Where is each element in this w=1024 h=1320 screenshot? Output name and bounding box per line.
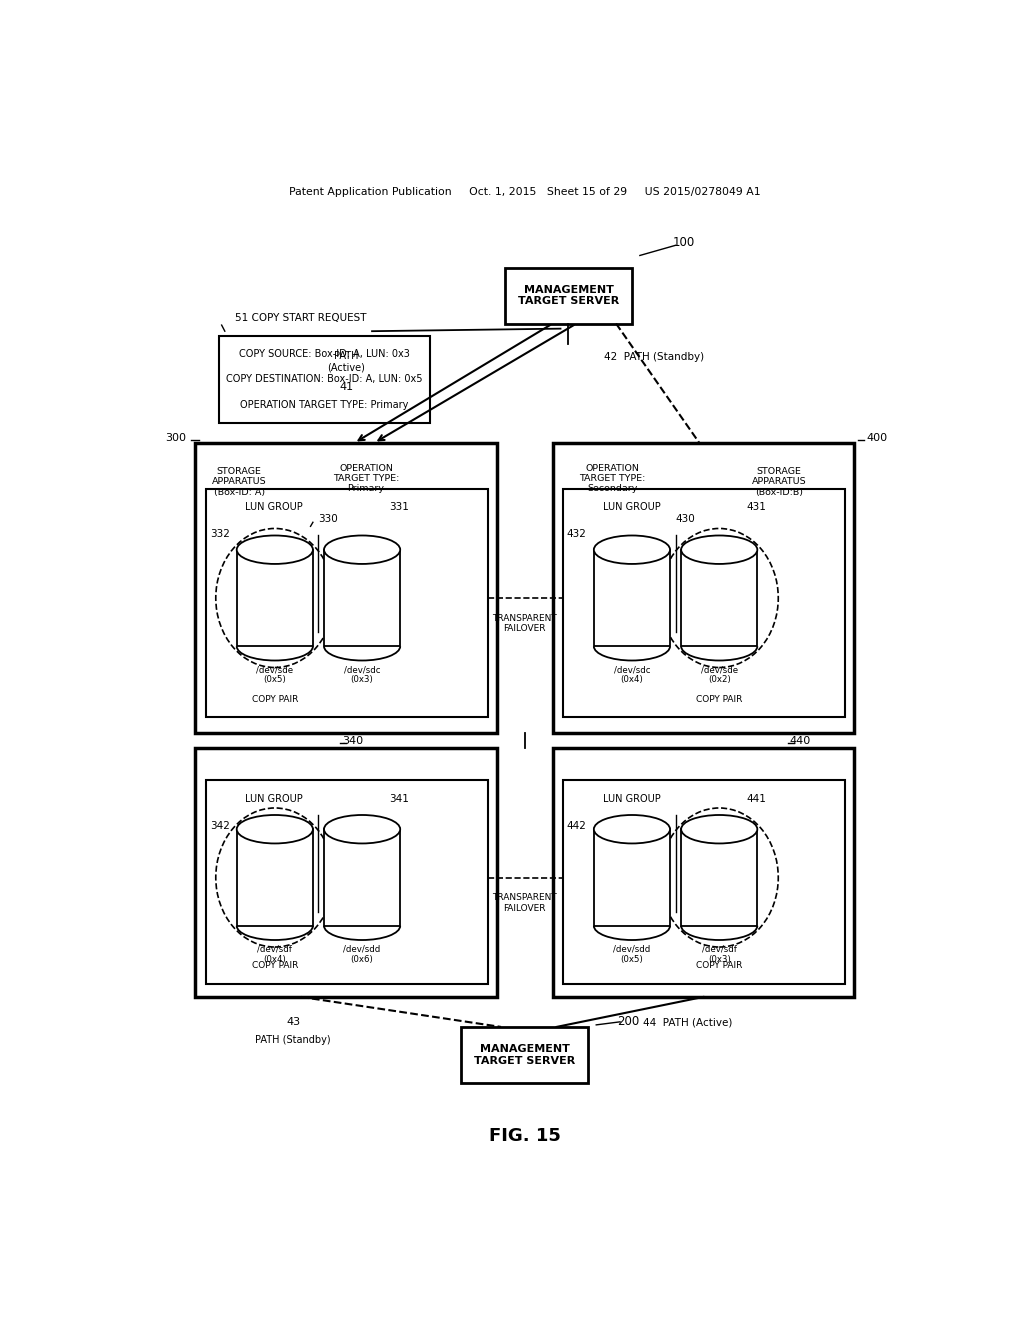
Text: /dev/sdf
(0x3): /dev/sdf (0x3) [701, 945, 736, 964]
Text: /dev/sdf
(0x4): /dev/sdf (0x4) [257, 945, 292, 964]
Bar [563, 488, 845, 718]
Text: /dev/sdd
(0x5): /dev/sdd (0x5) [613, 945, 650, 964]
Bar [196, 748, 497, 997]
Text: MANAGEMENT
TARGET SERVER: MANAGEMENT TARGET SERVER [474, 1044, 575, 1065]
FancyBboxPatch shape [681, 829, 758, 925]
Text: OPERATION
TARGET TYPE:
Secondary: OPERATION TARGET TYPE: Secondary [579, 463, 645, 494]
Bar [461, 1027, 588, 1082]
Text: 41: 41 [339, 381, 353, 392]
FancyBboxPatch shape [324, 549, 400, 647]
Text: 42  PATH (Standby): 42 PATH (Standby) [604, 351, 705, 362]
FancyBboxPatch shape [681, 549, 758, 647]
FancyBboxPatch shape [237, 549, 313, 647]
Text: /dev/sde
(0x2): /dev/sde (0x2) [700, 665, 738, 685]
Text: MANAGEMENT
TARGET SERVER: MANAGEMENT TARGET SERVER [518, 285, 620, 306]
Text: /dev/sdc
(0x3): /dev/sdc (0x3) [344, 665, 380, 685]
Text: LUN GROUP: LUN GROUP [246, 502, 303, 512]
Text: TRANSPARENT
FAILOVER: TRANSPARENT FAILOVER [493, 614, 557, 634]
Ellipse shape [681, 536, 758, 564]
Text: 300: 300 [165, 433, 186, 444]
Text: TRANSPARENT
FAILOVER: TRANSPARENT FAILOVER [493, 894, 557, 912]
Bar [219, 337, 430, 422]
Ellipse shape [594, 536, 670, 564]
Ellipse shape [681, 814, 758, 843]
FancyBboxPatch shape [324, 829, 400, 925]
Text: /dev/sdc
(0x4): /dev/sdc (0x4) [613, 665, 650, 685]
Bar [196, 444, 497, 733]
Text: COPY DESTINATION: Box-ID: A, LUN: 0x5: COPY DESTINATION: Box-ID: A, LUN: 0x5 [226, 375, 423, 384]
Bar [505, 268, 632, 323]
Text: STORAGE
APPARATUS
(Box-ID:B): STORAGE APPARATUS (Box-ID:B) [752, 467, 806, 496]
Text: 441: 441 [746, 793, 766, 804]
FancyBboxPatch shape [594, 549, 670, 647]
Text: 342: 342 [210, 821, 229, 832]
Text: 400: 400 [866, 433, 887, 444]
Ellipse shape [324, 814, 400, 843]
Text: 430: 430 [676, 515, 695, 524]
Text: 440: 440 [790, 735, 810, 746]
Text: 442: 442 [567, 821, 587, 832]
Ellipse shape [324, 536, 400, 564]
Text: 340: 340 [342, 735, 362, 746]
Text: LUN GROUP: LUN GROUP [246, 793, 303, 804]
Text: /dev/sdd
(0x6): /dev/sdd (0x6) [343, 945, 381, 964]
Text: COPY PAIR: COPY PAIR [252, 694, 298, 704]
Text: FIG. 15: FIG. 15 [488, 1127, 561, 1146]
Text: 43: 43 [286, 1018, 300, 1027]
Bar [553, 748, 854, 997]
Ellipse shape [594, 814, 670, 843]
Text: 431: 431 [746, 502, 766, 512]
Text: STORAGE
APPARATUS
(Box-ID: A): STORAGE APPARATUS (Box-ID: A) [212, 467, 266, 496]
Text: COPY PAIR: COPY PAIR [252, 961, 298, 970]
Ellipse shape [237, 814, 313, 843]
Bar [206, 488, 487, 718]
Text: 51 COPY START REQUEST: 51 COPY START REQUEST [236, 313, 367, 323]
Text: PATH
(Active): PATH (Active) [328, 351, 366, 372]
Text: 331: 331 [389, 502, 409, 512]
Bar [206, 780, 487, 983]
Text: LUN GROUP: LUN GROUP [602, 793, 660, 804]
Text: Patent Application Publication     Oct. 1, 2015   Sheet 15 of 29     US 2015/027: Patent Application Publication Oct. 1, 2… [289, 187, 761, 197]
Text: 341: 341 [389, 793, 409, 804]
Text: 330: 330 [318, 515, 338, 524]
Bar [553, 444, 854, 733]
Text: LUN GROUP: LUN GROUP [602, 502, 660, 512]
Text: COPY PAIR: COPY PAIR [696, 961, 742, 970]
Text: 332: 332 [210, 529, 229, 540]
FancyBboxPatch shape [594, 829, 670, 925]
Text: OPERATION
TARGET TYPE:
Primary: OPERATION TARGET TYPE: Primary [333, 463, 399, 494]
Text: 432: 432 [567, 529, 587, 540]
Text: 200: 200 [616, 1015, 639, 1028]
Text: 44  PATH (Active): 44 PATH (Active) [643, 1018, 732, 1027]
FancyBboxPatch shape [237, 829, 313, 925]
Text: COPY PAIR: COPY PAIR [696, 694, 742, 704]
Ellipse shape [237, 536, 313, 564]
Bar [563, 780, 845, 983]
Text: /dev/sde
(0x5): /dev/sde (0x5) [256, 665, 294, 685]
Text: 100: 100 [673, 236, 694, 248]
Text: COPY SOURCE: Box-ID: A, LUN: 0x3: COPY SOURCE: Box-ID: A, LUN: 0x3 [239, 348, 410, 359]
Text: OPERATION TARGET TYPE: Primary: OPERATION TARGET TYPE: Primary [241, 400, 409, 411]
Text: PATH (Standby): PATH (Standby) [255, 1035, 331, 1044]
